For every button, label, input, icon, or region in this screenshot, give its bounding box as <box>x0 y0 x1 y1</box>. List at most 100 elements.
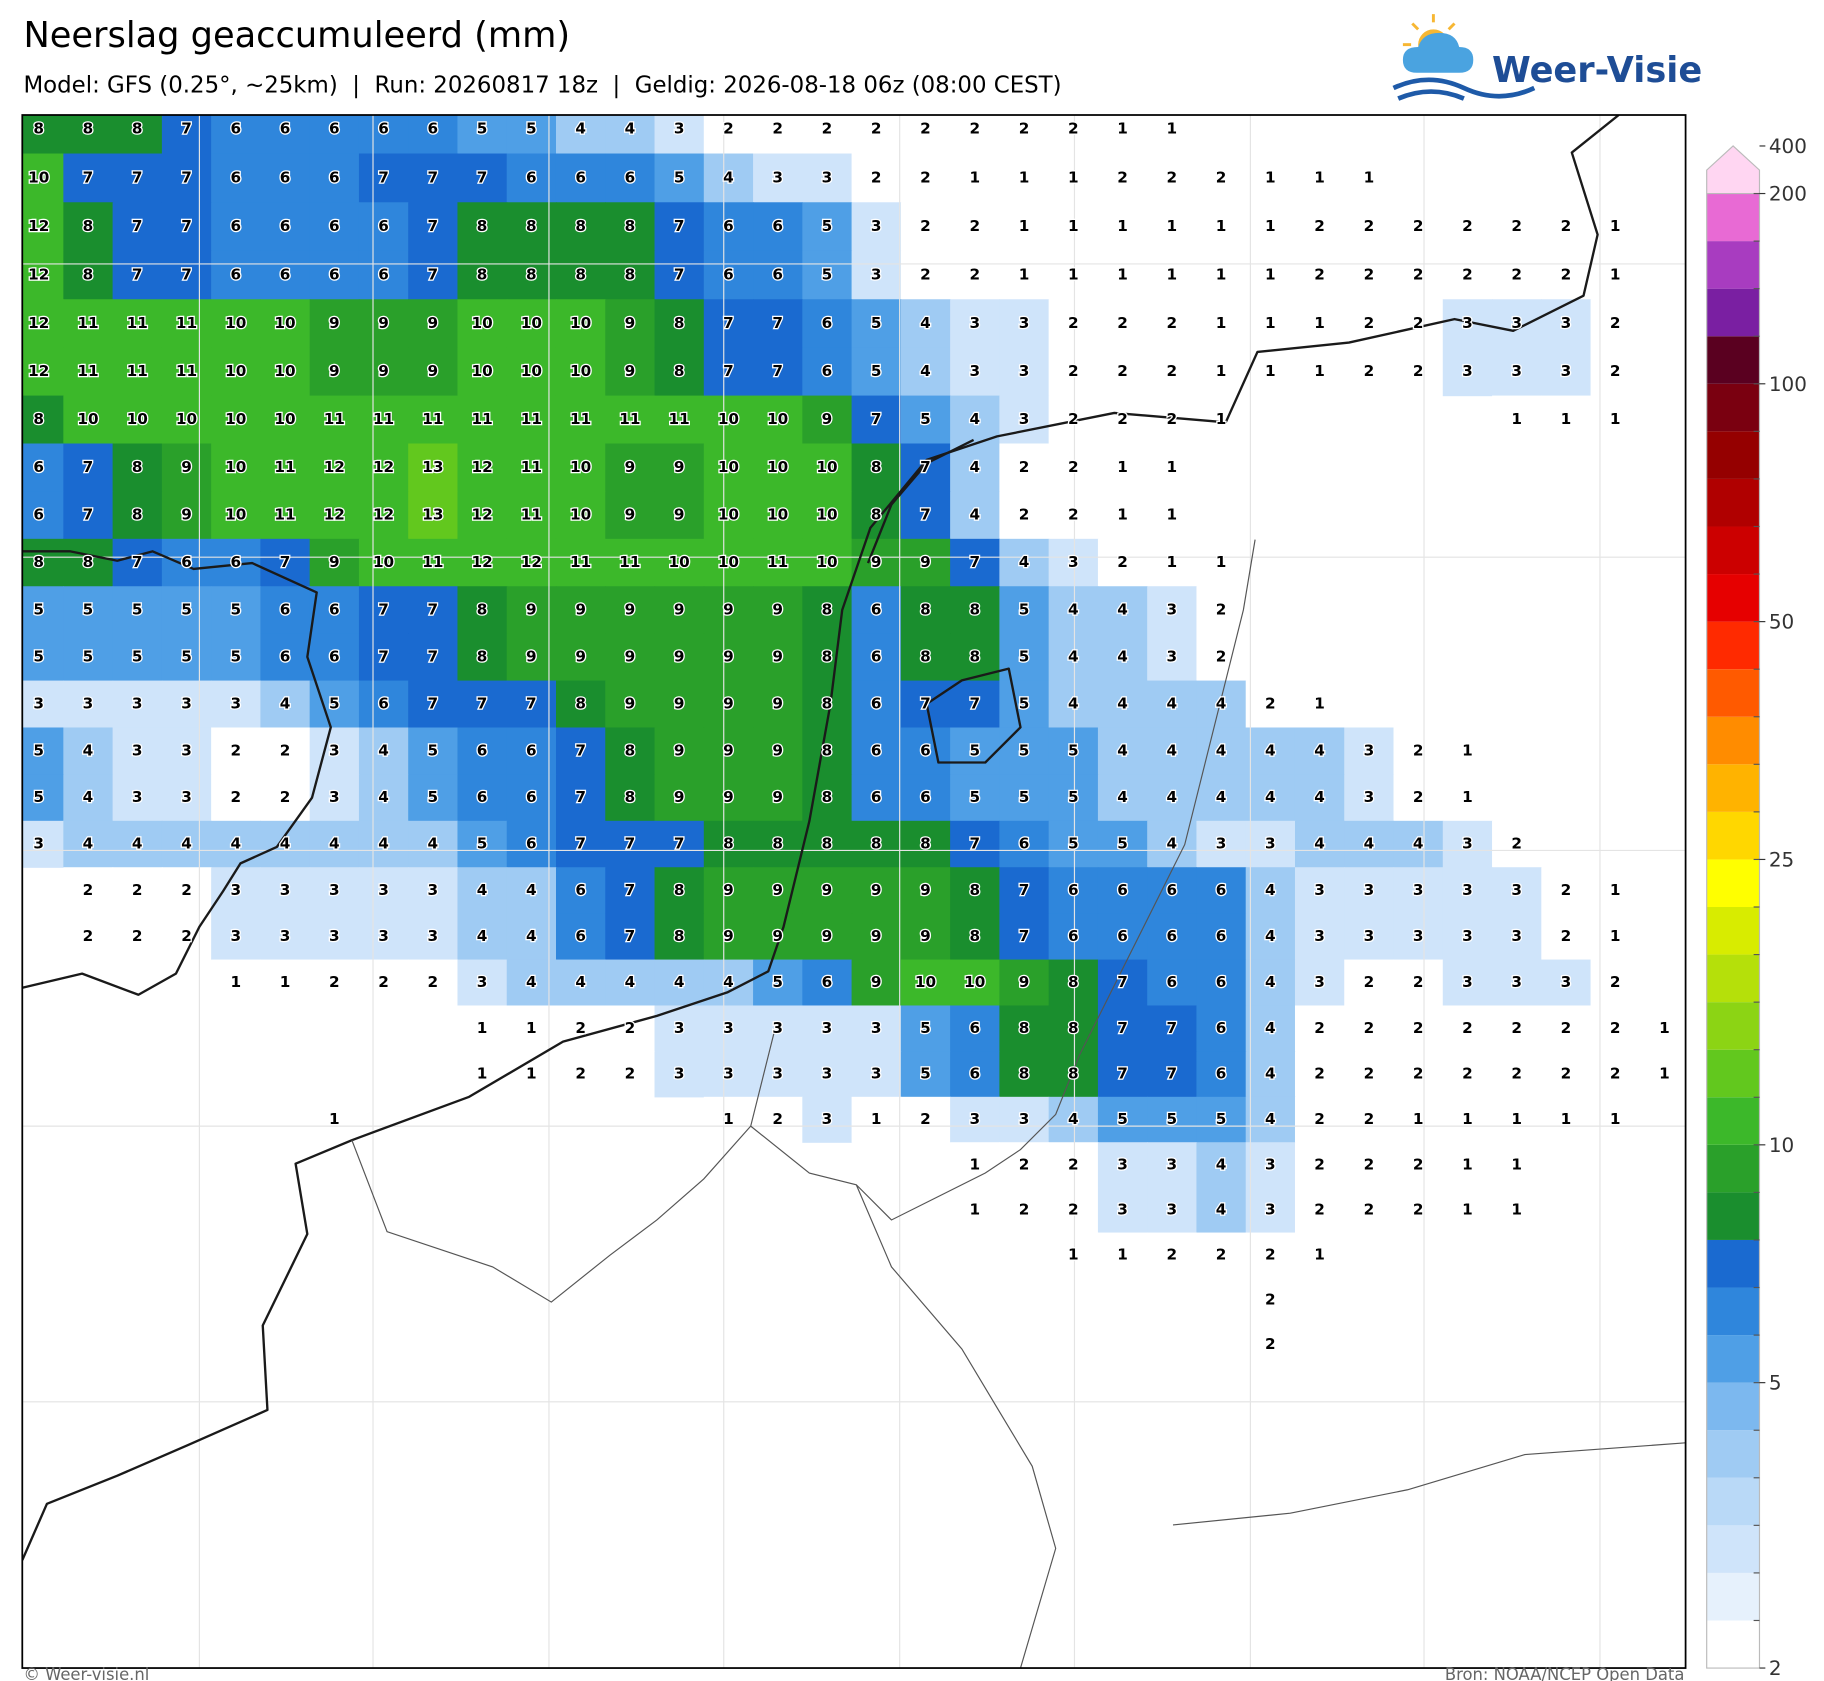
precip-cell <box>358 959 409 1007</box>
precip-label: 4 <box>1167 741 1178 759</box>
precip-label: 7 <box>477 695 488 713</box>
precip-label: 8 <box>871 458 882 476</box>
precip-label: 6 <box>723 217 734 235</box>
precip-cell <box>22 680 64 729</box>
precip-cell <box>654 395 705 445</box>
precip-label: 7 <box>723 362 734 380</box>
precip-label: 7 <box>83 458 94 476</box>
precip-cell <box>703 443 754 492</box>
precip-label: 7 <box>181 266 192 284</box>
precip-label: 9 <box>625 458 636 476</box>
precip-cell <box>1048 250 1099 300</box>
precip-cell <box>309 586 360 635</box>
precip-cell <box>802 1005 853 1052</box>
precip-label: 3 <box>1314 973 1325 991</box>
precip-label: 8 <box>132 458 143 476</box>
precip-label: 2 <box>969 120 980 138</box>
precip-cell <box>161 491 212 540</box>
precip-label: 1 <box>1265 314 1276 332</box>
precip-label: 11 <box>176 362 197 380</box>
precip-cell <box>999 1142 1050 1189</box>
precip-label: 2 <box>822 120 833 138</box>
precip-label: 8 <box>920 600 931 618</box>
precip-cell <box>802 395 853 445</box>
precip-cell <box>555 538 606 587</box>
precip-label: 11 <box>127 314 148 332</box>
precip-cell <box>900 202 951 252</box>
precip-cell <box>703 913 754 961</box>
precip-label: 7 <box>132 217 143 235</box>
precip-cell <box>260 586 311 635</box>
precip-label: 2 <box>1364 266 1375 284</box>
precip-label: 7 <box>625 835 636 853</box>
precip-label: 5 <box>1117 835 1128 853</box>
precip-label: 7 <box>575 741 586 759</box>
precip-label: 10 <box>274 314 295 332</box>
precip-cell <box>900 633 951 682</box>
precip-label: 1 <box>477 1065 488 1083</box>
precip-label: 2 <box>920 168 931 186</box>
precip-label: 9 <box>772 600 783 618</box>
precip-cell <box>900 867 951 915</box>
precip-label: 3 <box>33 835 44 853</box>
precip-label: 2 <box>772 120 783 138</box>
precip-cell <box>1541 1096 1592 1143</box>
precip-label: 2 <box>1265 1335 1276 1353</box>
precip-label: 3 <box>1019 1110 1030 1128</box>
precip-cell <box>22 443 64 492</box>
precip-cell <box>753 913 803 961</box>
precip-cell <box>506 913 557 961</box>
precip-cell <box>309 443 360 492</box>
precip-cell <box>112 538 163 587</box>
precip-cell <box>358 443 409 492</box>
precip-label: 2 <box>1364 973 1375 991</box>
precip-cell <box>555 443 606 492</box>
colorbar-segment <box>1706 1049 1760 1098</box>
precip-cell <box>1294 250 1345 300</box>
precip-label: 7 <box>526 695 537 713</box>
precip-cell <box>1294 774 1345 822</box>
precip-label: 4 <box>181 835 192 853</box>
precip-label: 2 <box>1216 600 1227 618</box>
precip-label: 3 <box>378 881 389 899</box>
precip-cell <box>1097 680 1148 729</box>
precip-cell <box>1147 1051 1198 1098</box>
precip-cell <box>211 491 261 540</box>
precip-label: 10 <box>964 973 985 991</box>
precip-cell <box>1541 1051 1592 1098</box>
precip-cell <box>22 774 64 822</box>
precip-cell <box>408 727 459 775</box>
precip-label: 9 <box>329 553 340 571</box>
precip-cell <box>161 727 212 775</box>
precip-cell <box>211 820 261 868</box>
precip-cell <box>211 115 261 155</box>
precip-label: 2 <box>1167 362 1178 380</box>
precip-label: 2 <box>1610 1019 1621 1037</box>
precip-label: 1 <box>723 1110 734 1128</box>
precip-cell <box>851 727 902 775</box>
precip-label: 1 <box>1511 1110 1522 1128</box>
precip-label: 6 <box>526 788 537 806</box>
precip-label: 9 <box>526 648 537 666</box>
precip-cell <box>753 395 803 445</box>
precip-label: 7 <box>920 506 931 524</box>
precip-cell <box>703 586 754 635</box>
precip-cell <box>1245 1187 1296 1234</box>
precip-label: 4 <box>1314 835 1325 853</box>
precip-cell <box>309 959 360 1007</box>
precip-label: 6 <box>526 835 537 853</box>
precip-label: 5 <box>83 648 94 666</box>
precip-cell <box>802 491 853 540</box>
precip-cell <box>457 913 508 961</box>
precip-label: 4 <box>575 120 586 138</box>
precip-cell <box>408 299 459 349</box>
precip-label: 5 <box>33 741 44 759</box>
precip-label: 2 <box>1117 362 1128 380</box>
precip-label: 1 <box>1511 1155 1522 1173</box>
precip-cell <box>851 1096 902 1143</box>
precip-label: 7 <box>428 648 439 666</box>
precip-cell <box>1393 1005 1444 1052</box>
precip-cell <box>1245 250 1296 300</box>
precip-label: 10 <box>225 458 246 476</box>
